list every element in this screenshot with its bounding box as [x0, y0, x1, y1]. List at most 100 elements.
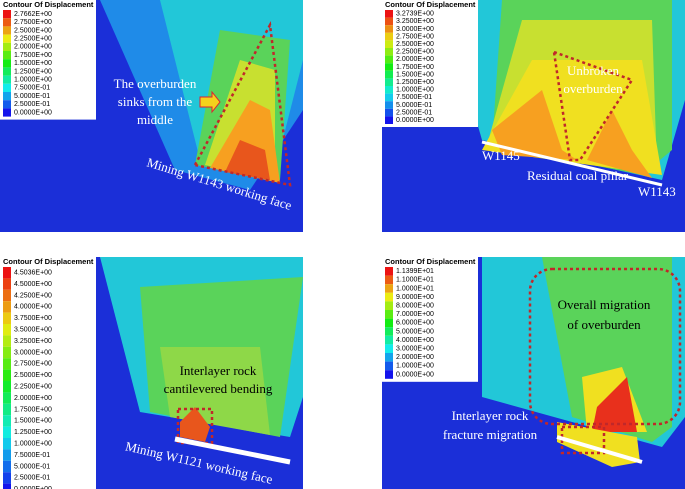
- legend-label: 1.5000E+00: [14, 418, 52, 425]
- legend-label: 2.5000E-01: [14, 475, 50, 482]
- legend-label: 6.0000E+00: [396, 320, 434, 327]
- legend-label: 1.2500E+00: [14, 429, 52, 436]
- legend-swatch: [385, 86, 393, 94]
- legend-swatch: [3, 59, 11, 68]
- legend-swatch: [385, 116, 393, 124]
- legend-swatch: [385, 292, 393, 302]
- legend-label: 1.5000E+00: [396, 71, 434, 78]
- legend-swatch: [385, 101, 393, 109]
- legend-swatch: [3, 108, 11, 117]
- legend-swatch: [3, 483, 11, 489]
- legend-label: 7.5000E-01: [396, 94, 432, 101]
- legend-swatch: [3, 335, 11, 347]
- coal-seam: [174, 436, 291, 465]
- legend-swatch: [3, 392, 11, 404]
- legend-label: 1.2500E+00: [396, 79, 434, 86]
- coal-seam: [556, 435, 643, 464]
- legend-title: Contour Of Displacement: [3, 0, 94, 9]
- legend-swatch: [385, 93, 393, 102]
- legend-swatch: [385, 361, 393, 371]
- contour: [492, 90, 577, 160]
- legend-swatch: [3, 449, 11, 461]
- legend-swatch: [3, 83, 11, 92]
- contour: [592, 377, 637, 432]
- legend-swatch: [3, 278, 11, 290]
- legend-swatch: [3, 301, 11, 313]
- contour: [225, 140, 270, 180]
- legend-swatch: [3, 403, 11, 416]
- legend-label: 5.0000E-01: [396, 102, 432, 109]
- legend-label: 4.2500E+00: [14, 292, 52, 299]
- legend-label: 0.0000E+00: [396, 371, 434, 378]
- legend-label: 3.7500E+00: [14, 315, 52, 322]
- outline: [193, 20, 292, 187]
- legend-swatch: [385, 267, 393, 276]
- legend-title: Contour Of Displacement: [385, 0, 476, 9]
- annotation: fracture migration: [443, 427, 538, 442]
- legend-swatch: [385, 10, 393, 18]
- annotation: sinks from the: [118, 94, 193, 109]
- legend-label: 4.0000E+00: [396, 337, 434, 344]
- legend-label: 1.0000E+00: [14, 441, 52, 448]
- contour: [160, 347, 270, 435]
- legend-swatch: [3, 415, 11, 427]
- legend-label: 7.5000E-01: [14, 85, 50, 92]
- legend-label: 4.5036E+00: [14, 270, 52, 277]
- legend-swatch: [385, 70, 393, 79]
- annotation: Unbroken: [567, 63, 619, 78]
- legend-swatch: [385, 48, 393, 56]
- legend-label: 2.7500E+00: [396, 33, 434, 40]
- legend-swatch: [385, 327, 393, 336]
- contour: [542, 257, 672, 442]
- legend-swatch: [385, 284, 393, 293]
- contour-panel: Unbroken overburden W1145 Residual coal …: [382, 0, 685, 232]
- legend-swatch: [3, 92, 11, 101]
- legend-swatch: [3, 438, 11, 450]
- legend-label: 0.0000E+00: [14, 486, 52, 489]
- legend-label: 3.2500E+00: [396, 18, 434, 25]
- annotation: of overburden: [567, 317, 641, 332]
- contour: [587, 110, 652, 178]
- legend-box: [382, 257, 478, 382]
- legend-swatch: [3, 312, 11, 324]
- legend-label: 2.2500E+00: [14, 384, 52, 391]
- legend-swatch: [3, 460, 11, 473]
- annotation: overburden: [563, 81, 623, 96]
- legend-swatch: [3, 472, 11, 484]
- legend-label: 1.2500E+00: [14, 68, 52, 75]
- annotation: middle: [137, 112, 173, 127]
- legend-swatch: [385, 40, 393, 48]
- outline: [528, 267, 682, 426]
- legend-label: 2.2500E+00: [14, 36, 52, 43]
- legend-swatch: [385, 335, 393, 345]
- legend-swatch: [3, 267, 11, 279]
- contour-panel: Interlayer rock cantilevered bending Min…: [0, 257, 303, 489]
- annotation: Residual coal pillar: [527, 168, 629, 183]
- contour-panel: The overburden sinks from the middle Min…: [0, 0, 303, 232]
- legend-label: 2.7662E+00: [14, 11, 52, 18]
- arrow: [199, 90, 221, 114]
- legend-swatch: [385, 55, 393, 64]
- legend-label: 1.1399E+01: [396, 268, 434, 275]
- legend-label: 3.0000E+00: [396, 346, 434, 353]
- annotation: Interlayer rock: [452, 408, 529, 423]
- legend-label: 2.5000E+00: [396, 41, 434, 48]
- legend-label: 4.0000E+00: [14, 304, 52, 311]
- legend-label: 4.5000E+00: [14, 281, 52, 288]
- legend-swatch: [385, 353, 393, 362]
- legend-label: 3.2739E+00: [396, 11, 434, 18]
- legend-swatch: [3, 426, 11, 438]
- coal-seam: [481, 140, 663, 187]
- legend-label: 2.5000E+00: [14, 27, 52, 34]
- annotation: W1145: [482, 148, 520, 163]
- legend-label: 3.2500E+00: [14, 338, 52, 345]
- legend-label: 3.0000E+00: [396, 26, 434, 33]
- legend-swatch: [385, 275, 393, 285]
- legend-label: 2.7500E+00: [14, 361, 52, 368]
- legend-swatch: [385, 301, 393, 310]
- legend-label: 2.5000E+00: [14, 372, 52, 379]
- legend-label: 1.7500E+00: [14, 406, 52, 413]
- legend-swatch: [3, 26, 11, 35]
- contour: [180, 407, 210, 442]
